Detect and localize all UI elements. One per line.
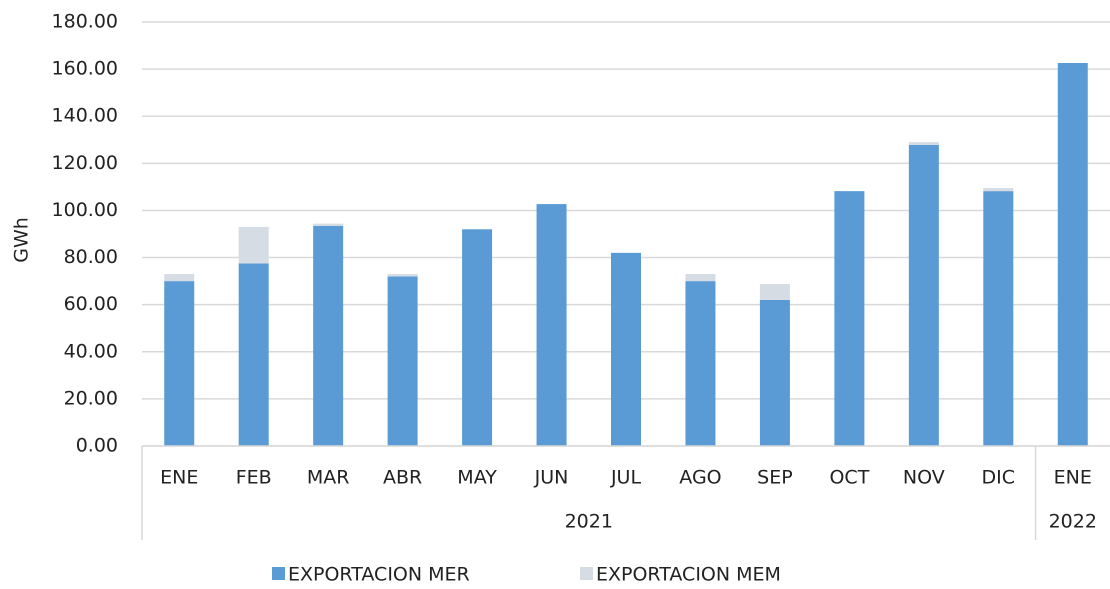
bar-segment [760,284,790,300]
x-tick-label: NOV [903,467,945,489]
y-tick-label: 0.00 [76,435,118,457]
bar-segment [685,281,715,446]
legend-swatch [580,567,593,580]
y-tick-label: 180.00 [52,11,118,33]
legend-label: EXPORTACION MEM [596,564,781,586]
x-tick-label: FEB [236,467,272,489]
bar-segment [834,191,864,446]
x-tick-label: JUN [534,467,569,489]
x-tick-label: MAY [457,467,497,489]
bar-segment [388,274,418,276]
y-tick-label: 40.00 [64,340,118,362]
x-tick-label: AGO [679,467,721,489]
bar-segment [164,281,194,446]
legend-label: EXPORTACION MER [288,564,470,586]
bar-segment [909,145,939,446]
bar-segment [983,188,1013,191]
bar-segment [462,229,492,446]
bar-segment [313,224,343,226]
x-tick-label: ENE [1054,467,1092,489]
chart: GWh 0.00 20.00 40.00 60.00 80.00 100.00 120.00… [0,0,1110,585]
y-tick-label: 60.00 [64,293,118,315]
y-tick-label: 20.00 [64,387,118,409]
bar-segment [685,274,715,281]
legend-swatch [272,567,285,580]
bar-segment [760,300,790,446]
bar-segment [537,204,567,446]
x-tick-label: ABR [383,467,422,489]
y-tick-label: 120.00 [52,152,118,174]
bar-segment [909,142,939,145]
y-tick-label: 100.00 [52,199,118,221]
x-tick-label: JUL [610,467,642,489]
x-tick-label: SEP [757,467,793,489]
bar-segment [313,226,343,446]
x-tick-label: OCT [829,467,869,489]
x-group-label: 2021 [565,511,613,533]
bar-segment [1058,63,1088,446]
y-tick-label: 140.00 [52,105,118,127]
y-tick-label: 160.00 [52,58,118,80]
bar-segment [983,191,1013,446]
x-tick-label: MAR [307,467,350,489]
bar-segment [388,276,418,446]
y-tick-label: 80.00 [64,246,118,268]
x-tick-label: DIC [982,467,1016,489]
x-group-label: 2022 [1049,511,1097,533]
x-tick-label: ENE [160,467,198,489]
bar-segment [164,274,194,281]
bar-segment [239,227,269,264]
y-axis-label: GWh [11,217,33,263]
bar-segment [611,253,641,446]
bar-segment [239,263,269,446]
